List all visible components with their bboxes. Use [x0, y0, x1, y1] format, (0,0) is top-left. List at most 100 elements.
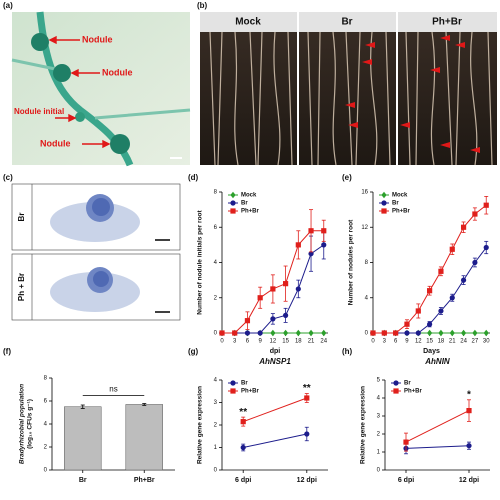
- bar: [64, 406, 102, 471]
- marker: [427, 288, 433, 294]
- legend-label: Mock: [392, 193, 408, 199]
- error-bar: [142, 403, 147, 406]
- marker: [232, 330, 238, 336]
- legend-label: Ph+Br: [241, 389, 260, 395]
- y-tick-label: 4: [44, 422, 48, 428]
- legend-label: Br: [241, 381, 248, 387]
- nodule: [75, 112, 85, 122]
- marker: [427, 329, 433, 337]
- x-tick-label: 3: [383, 339, 387, 345]
- legend-marker: [230, 191, 236, 199]
- marker: [438, 308, 444, 314]
- marker: [308, 251, 314, 257]
- marker: [427, 321, 433, 327]
- annotation: ns: [109, 385, 117, 394]
- marker: [283, 281, 289, 287]
- marker: [404, 330, 410, 336]
- marker: [240, 419, 246, 425]
- marker: [244, 330, 251, 336]
- legend-label: Br: [241, 201, 248, 207]
- x-tick-label: Ph+Br: [134, 477, 155, 484]
- x-tick-label: 0: [371, 339, 375, 345]
- column-header: Ph+Br: [432, 17, 462, 28]
- legend-marker: [393, 380, 399, 386]
- annotation: *: [467, 389, 471, 400]
- y-tick-label: 1: [377, 450, 381, 456]
- y-tick-label: 5: [377, 378, 381, 384]
- column-header: Mock: [235, 17, 261, 28]
- legend-marker: [381, 200, 387, 206]
- marker: [270, 329, 276, 337]
- marker: [257, 330, 263, 336]
- x-tick-label: 18: [295, 339, 302, 345]
- x-tick-label: 0: [220, 339, 224, 345]
- marker: [449, 329, 455, 337]
- y-tick-label: 8: [44, 376, 48, 382]
- annotation: Nodule initial: [14, 107, 64, 116]
- marker: [483, 202, 489, 208]
- row-label: Br: [17, 213, 26, 222]
- marker: [438, 329, 444, 337]
- legend-marker: [230, 208, 236, 214]
- y-tick-label: 16: [361, 190, 368, 196]
- series-line: [243, 397, 307, 423]
- x-tick-label: 24: [460, 339, 467, 345]
- x-tick-label: 15: [282, 339, 289, 345]
- annotation: Nodule: [40, 138, 71, 148]
- y-tick-label: 0: [365, 331, 369, 337]
- x-tick-label: 6: [246, 339, 250, 345]
- y-tick-label: 2: [214, 295, 218, 301]
- marker: [244, 318, 251, 324]
- arrows: [48, 35, 111, 149]
- annotation: Nodule: [82, 34, 113, 44]
- marker: [304, 395, 310, 401]
- marker: [449, 246, 455, 252]
- annotation: **: [239, 407, 247, 418]
- marker: [466, 408, 472, 414]
- marker: [483, 244, 489, 251]
- panel-label: (h): [342, 347, 353, 356]
- row-label: Ph + Br: [17, 273, 26, 301]
- y-tick-label: 0: [214, 331, 218, 337]
- y-tick-label: 8: [365, 260, 369, 266]
- section-photos: [11, 183, 181, 321]
- marker: [449, 295, 455, 301]
- legend-label: Mock: [241, 193, 257, 199]
- marker: [466, 443, 472, 449]
- annotation: **: [303, 383, 311, 394]
- x-tick-label: Br: [79, 477, 87, 484]
- nodule: [31, 33, 49, 51]
- y-tick-label: 2: [44, 445, 48, 451]
- marker: [295, 329, 301, 337]
- legend-marker: [381, 208, 387, 214]
- y-tick-label: 0: [214, 468, 218, 474]
- legend-label: Br: [392, 201, 399, 207]
- marker: [219, 330, 225, 336]
- x-tick-label: 12 dpi: [459, 477, 479, 484]
- y-axis-label: Number of nodules per root: [348, 219, 355, 305]
- panel-label: (g): [188, 347, 199, 356]
- marker: [270, 316, 276, 322]
- y-tick-label: 3: [214, 400, 218, 406]
- y-tick-label: 2: [377, 432, 381, 438]
- panel-label: (b): [197, 1, 208, 10]
- x-tick-label: 27: [472, 339, 479, 345]
- legend-marker: [230, 388, 236, 394]
- panel-label: (a): [3, 1, 13, 10]
- x-tick-label: 6 dpi: [398, 477, 414, 484]
- marker: [283, 329, 289, 337]
- marker: [321, 242, 327, 248]
- nodule: [110, 134, 130, 154]
- legend-marker: [381, 191, 387, 199]
- y-tick-label: 8: [214, 190, 218, 196]
- y-tick-label: 3: [377, 414, 381, 420]
- x-tick-label: 18: [438, 339, 445, 345]
- x-axis-label: Days: [423, 348, 440, 355]
- legend-marker: [230, 380, 236, 386]
- legend-label: Br: [404, 381, 411, 387]
- legend-marker: [230, 200, 236, 206]
- x-tick-label: 12: [270, 339, 277, 345]
- chart-title: AhNIN: [424, 357, 450, 366]
